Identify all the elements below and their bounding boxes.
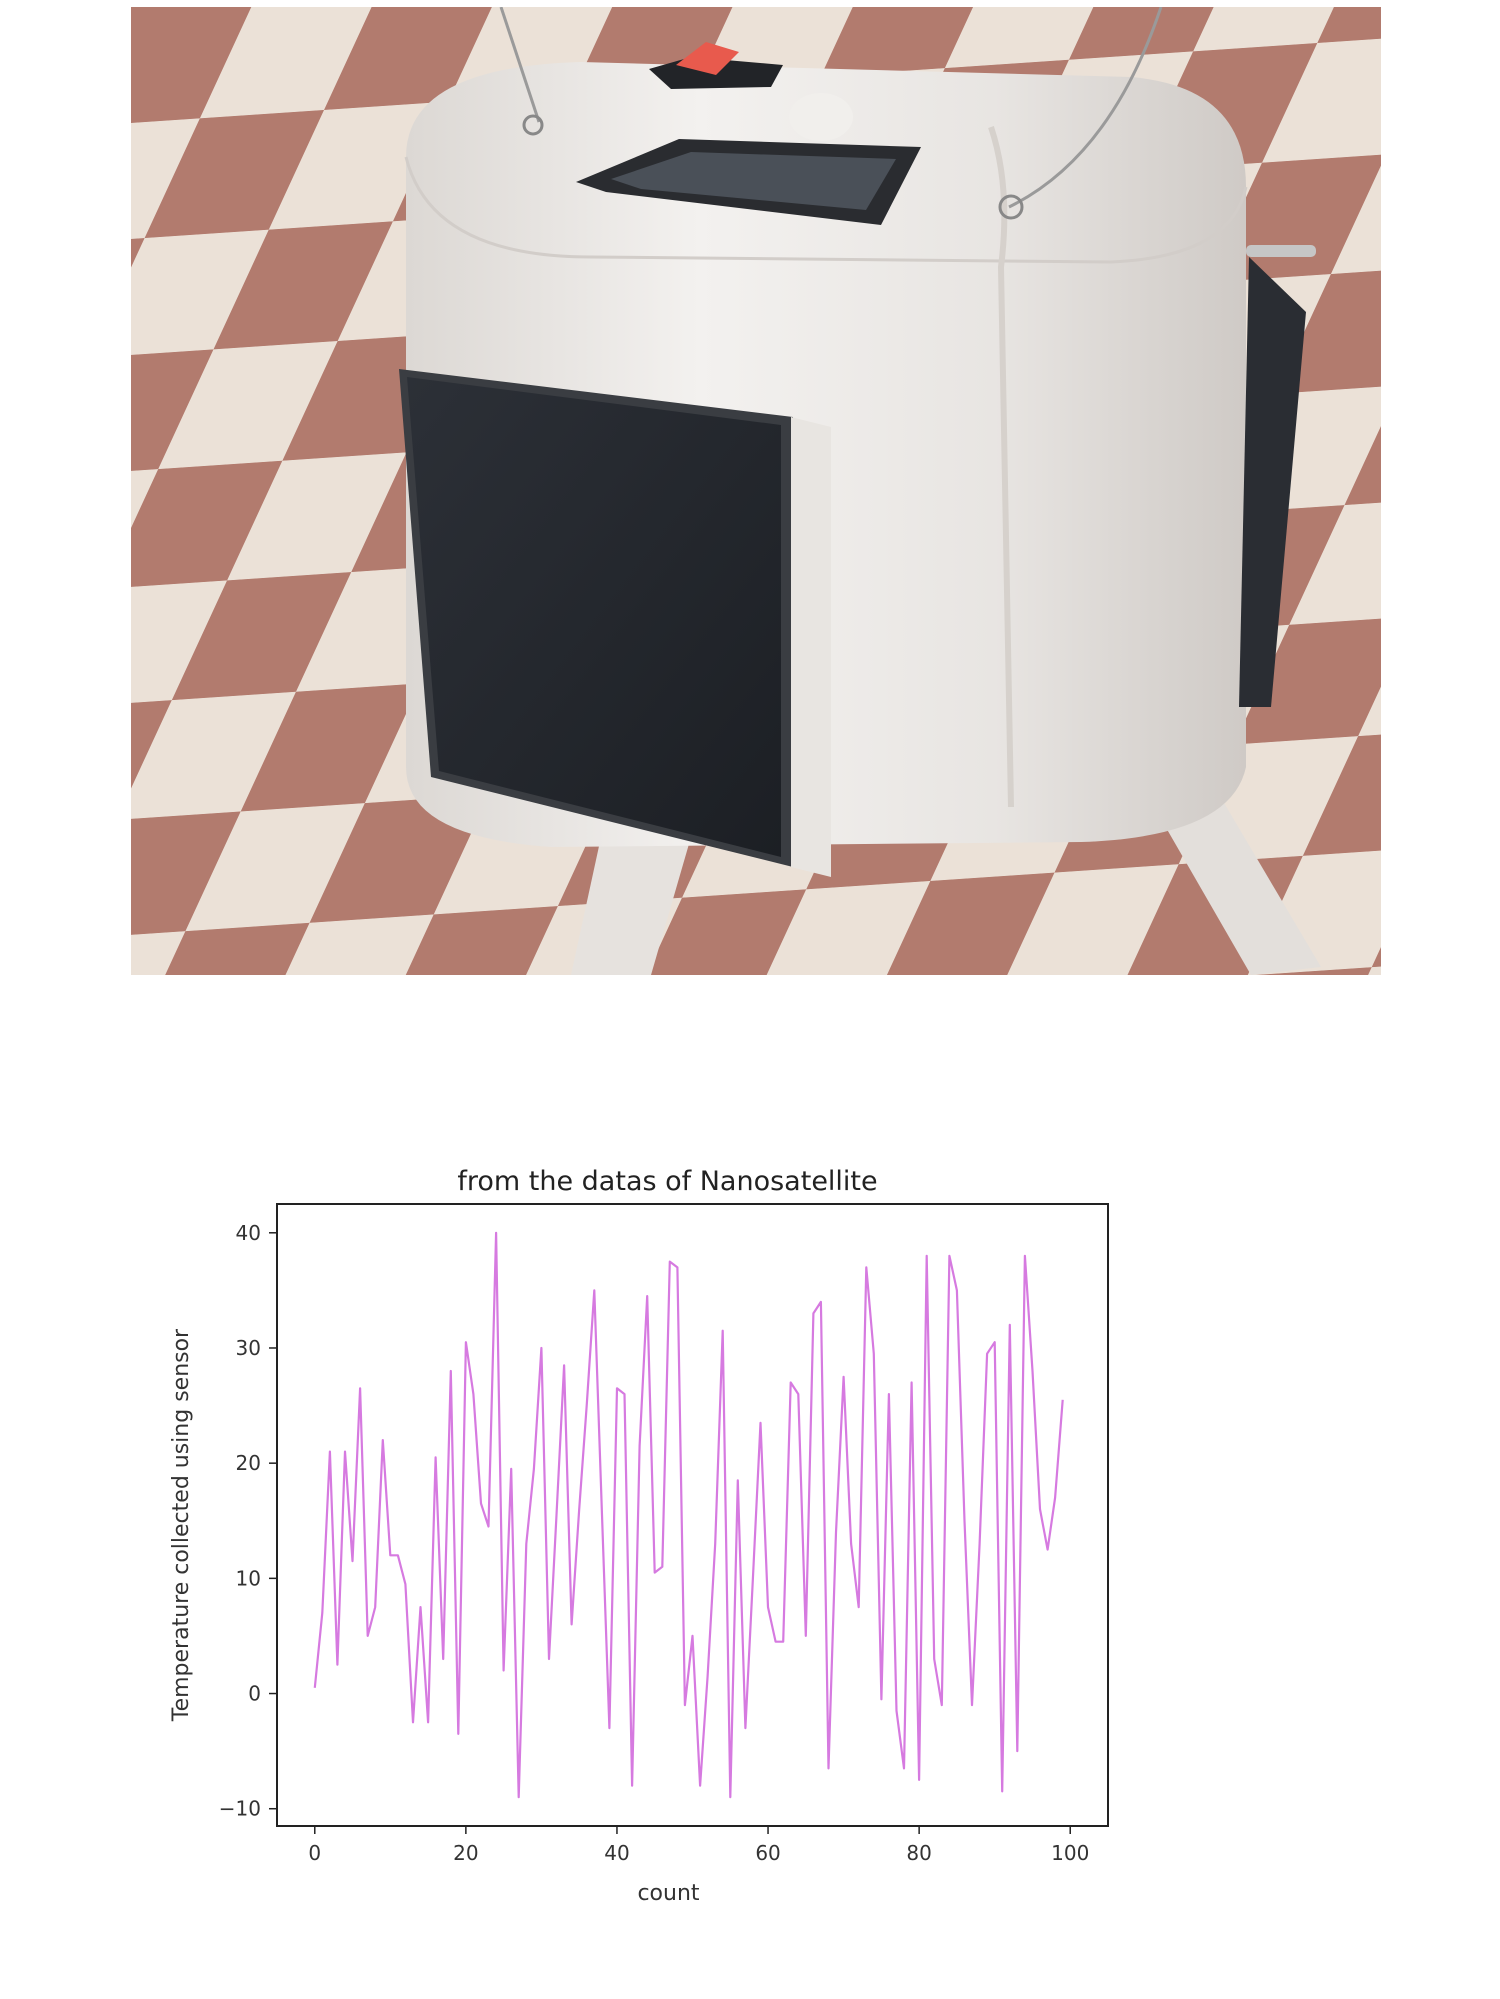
series-line xyxy=(313,1231,1064,1799)
x-tick-label: 80 xyxy=(906,1841,931,1865)
antenna xyxy=(499,7,541,123)
y-tick-label: 20 xyxy=(236,1451,261,1475)
x-tick-label: 20 xyxy=(453,1841,478,1865)
x-tick-label: 60 xyxy=(755,1841,780,1865)
x-axis-label: count xyxy=(637,1881,699,1906)
x-tick-label: 100 xyxy=(1051,1841,1089,1865)
y-tick-label: 10 xyxy=(236,1566,261,1590)
nanosatellite-photo xyxy=(131,7,1381,975)
leg xyxy=(571,837,691,975)
series-points xyxy=(314,1232,1063,1798)
antenna xyxy=(1008,7,1163,209)
chart-title: from the datas of Nanosatellite xyxy=(457,1166,877,1197)
y-tick-label: −10 xyxy=(219,1797,261,1821)
y-axis-label: Temperature collected using sensor xyxy=(169,1328,194,1722)
y-tick-label: 0 xyxy=(248,1682,261,1706)
y-tick-label: 40 xyxy=(236,1221,261,1245)
y-axis: −10 0 10 20 30 40 xyxy=(219,1221,277,1821)
y-tick-label: 30 xyxy=(236,1336,261,1360)
plot-area xyxy=(276,1203,1109,1827)
chart-container: from the datas of Nanosatellite Temperat… xyxy=(0,1130,1500,1930)
x-tick-label: 0 xyxy=(308,1841,321,1865)
line-chart: from the datas of Nanosatellite Temperat… xyxy=(169,1166,1109,1906)
x-axis: 0 20 40 60 80 100 xyxy=(308,1826,1089,1865)
side-solar-panel xyxy=(1239,257,1306,707)
x-tick-label: 40 xyxy=(604,1841,629,1865)
